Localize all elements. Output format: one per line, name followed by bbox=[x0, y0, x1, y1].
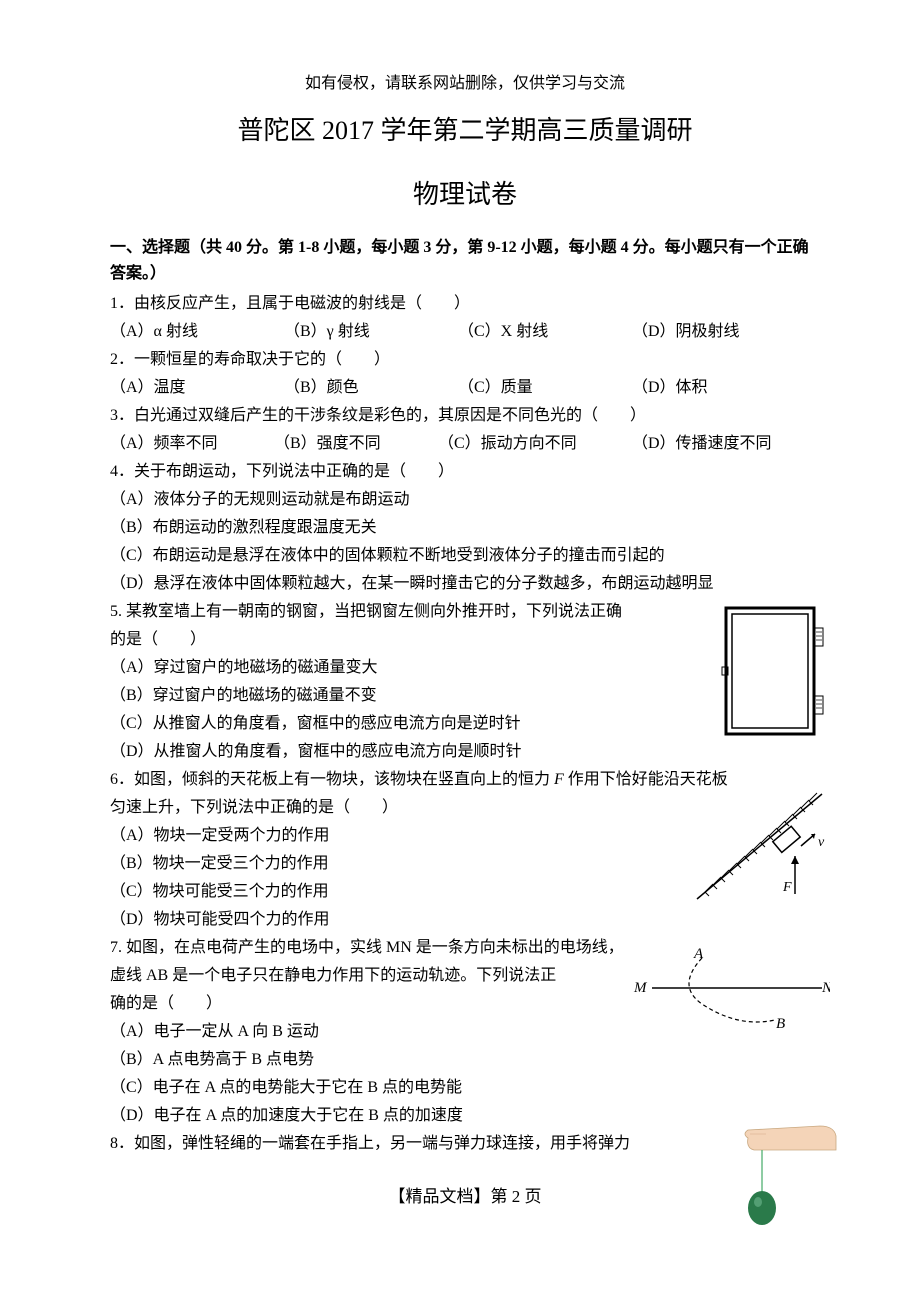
question-7: A B M N 7. 如图，在点电荷产生的电场中，实线 MN 是一条方向未标出的… bbox=[110, 934, 820, 1130]
q4-opt-a: （A）液体分子的无规则运动就是布朗运动 bbox=[110, 486, 820, 514]
q1-opt-a: （A）α 射线 bbox=[110, 318, 280, 346]
title-main: 普陀区 2017 学年第二学期高三质量调研 bbox=[110, 108, 820, 154]
q5-text-2: 的是（ ） bbox=[110, 626, 820, 654]
question-1: 1．由核反应产生，且属于电磁波的射线是（ ） （A）α 射线 （B）γ 射线 （… bbox=[110, 290, 820, 346]
question-4: 4．关于布朗运动，下列说法中正确的是（ ） （A）液体分子的无规则运动就是布朗运… bbox=[110, 458, 820, 598]
q4-opt-d: （D）悬浮在液体中固体颗粒越大，在某一瞬时撞击它的分子数越多，布朗运动越明显 bbox=[110, 570, 820, 598]
question-2: 2．一颗恒星的寿命取决于它的（ ） （A）温度 （B）颜色 （C）质量 （D）体… bbox=[110, 346, 820, 402]
q3-opt-b: （B）强度不同 bbox=[274, 430, 434, 458]
q2-text: 2．一颗恒星的寿命取决于它的（ ） bbox=[110, 346, 820, 374]
question-3: 3．白光通过双缝后产生的干涉条纹是彩色的，其原因是不同色光的（ ） （A）频率不… bbox=[110, 402, 820, 458]
q1-opt-b: （B）γ 射线 bbox=[284, 318, 454, 346]
q8-text: 8．如图，弹性轻绳的一端套在手指上，另一端与弹力球连接，用手将弹力 bbox=[110, 1130, 820, 1158]
q5-opt-a: （A）穿过窗户的地磁场的磁通量变大 bbox=[110, 654, 820, 682]
label-N: N bbox=[821, 980, 830, 996]
label-B: B bbox=[776, 1016, 785, 1032]
q7-opt-c: （C）电子在 A 点的电势能大于它在 B 点的电势能 bbox=[110, 1074, 820, 1102]
label-v: v bbox=[818, 835, 825, 850]
question-8: 8．如图，弹性轻绳的一端套在手指上，另一端与弹力球连接，用手将弹力 bbox=[110, 1130, 820, 1158]
label-F: F bbox=[782, 880, 792, 895]
field-line-figure: A B M N bbox=[630, 946, 830, 1036]
q3-opt-c: （C）振动方向不同 bbox=[438, 430, 628, 458]
q2-opt-a: （A）温度 bbox=[110, 374, 280, 402]
question-6: v F 6．如图，倾斜的天花板上有一物块，该物块在竖直向上的恒力 F 作用下恰好… bbox=[110, 766, 820, 934]
q7-opt-b: （B）A 点电势高于 B 点电势 bbox=[110, 1046, 820, 1074]
question-5: 5. 某教室墙上有一朝南的钢窗，当把钢窗左侧向外推开时，下列说法正确 的是（ ）… bbox=[110, 598, 820, 766]
inclined-ceiling-figure: v F bbox=[687, 784, 832, 914]
window-figure bbox=[718, 602, 838, 750]
label-A: A bbox=[693, 946, 704, 962]
q3-text: 3．白光通过双缝后产生的干涉条纹是彩色的，其原因是不同色光的（ ） bbox=[110, 402, 820, 430]
q7-opt-d: （D）电子在 A 点的加速度大于它在 B 点的加速度 bbox=[110, 1102, 820, 1130]
q4-text: 4．关于布朗运动，下列说法中正确的是（ ） bbox=[110, 458, 820, 486]
section-header: 一、选择题（共 40 分。第 1-8 小题，每小题 3 分，第 9-12 小题，… bbox=[110, 235, 820, 286]
q2-opt-d: （D）体积 bbox=[632, 374, 708, 402]
q1-opt-d: （D）阴极射线 bbox=[632, 318, 740, 346]
q3-opt-d: （D）传播速度不同 bbox=[632, 430, 772, 458]
page-footer: 【精品文档】第 2 页 bbox=[110, 1182, 820, 1212]
title-sub: 物理试卷 bbox=[110, 172, 820, 218]
q1-text: 1．由核反应产生，且属于电磁波的射线是（ ） bbox=[110, 290, 820, 318]
q4-opt-b: （B）布朗运动的激烈程度跟温度无关 bbox=[110, 514, 820, 542]
q2-opt-b: （B）颜色 bbox=[284, 374, 454, 402]
q5-text-1: 5. 某教室墙上有一朝南的钢窗，当把钢窗左侧向外推开时，下列说法正确 bbox=[110, 598, 820, 626]
q5-opt-d: （D）从推窗人的角度看，窗框中的感应电流方向是顺时针 bbox=[110, 738, 820, 766]
q3-opt-a: （A）频率不同 bbox=[110, 430, 270, 458]
q5-opt-c: （C）从推窗人的角度看，窗框中的感应电流方向是逆时针 bbox=[110, 710, 820, 738]
q1-opt-c: （C）X 射线 bbox=[458, 318, 628, 346]
q4-opt-c: （C）布朗运动是悬浮在液体中的固体颗粒不断地受到液体分子的撞击而引起的 bbox=[110, 542, 820, 570]
top-note: 如有侵权，请联系网站删除，仅供学习与交流 bbox=[110, 70, 820, 98]
hand-ball-figure bbox=[718, 1120, 838, 1230]
q5-opt-b: （B）穿过窗户的地磁场的磁通量不变 bbox=[110, 682, 820, 710]
q2-opt-c: （C）质量 bbox=[458, 374, 628, 402]
label-M: M bbox=[633, 980, 648, 996]
